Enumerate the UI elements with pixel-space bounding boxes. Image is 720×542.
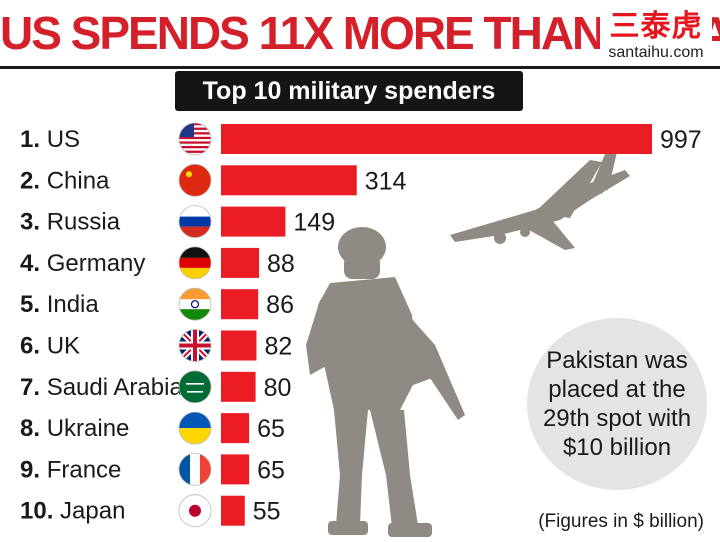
category-rank: 10. — [20, 498, 60, 525]
flag-outline — [178, 411, 212, 445]
bar-row: 4. Germany 88 — [20, 246, 295, 280]
category-name: US — [47, 126, 80, 153]
bar — [221, 371, 256, 402]
flag-outline — [178, 205, 212, 239]
category-label: 9. France — [20, 456, 121, 483]
category-rank: 4. — [20, 250, 47, 277]
bar — [221, 454, 250, 485]
bar — [221, 206, 286, 237]
value-label: 149 — [293, 209, 335, 237]
category-rank: 7. — [20, 374, 47, 401]
category-name: Japan — [60, 498, 125, 525]
value-label: 82 — [264, 333, 292, 361]
category-name: China — [47, 167, 110, 194]
category-rank: 3. — [20, 209, 47, 236]
soldier-illustration — [306, 227, 465, 537]
bar — [221, 495, 245, 526]
category-name: France — [47, 456, 122, 483]
china-flag-icon — [179, 164, 211, 197]
value-label: 55 — [253, 498, 281, 526]
category-rank: 5. — [20, 291, 47, 318]
bar-row: 6. UK 82 — [20, 329, 292, 362]
category-name: India — [47, 291, 100, 318]
category-label: 2. China — [20, 167, 110, 194]
value-label: 314 — [365, 167, 407, 195]
category-label: 1. US — [20, 126, 80, 153]
value-label: 997 — [660, 126, 702, 154]
value-label: 65 — [257, 415, 285, 443]
category-label: 7. Saudi Arabia — [20, 374, 183, 401]
watermark: 三泰虎 santaihu.com — [600, 10, 712, 66]
flag-outline — [178, 163, 212, 197]
chart-subtitle: Top 10 military spenders — [175, 71, 523, 111]
category-label: 8. Ukraine — [20, 415, 129, 442]
watermark-logo: 三泰虎 — [609, 9, 703, 44]
us-flag-icon — [179, 123, 211, 155]
bar — [221, 413, 250, 444]
flag-outline — [178, 452, 212, 486]
bar — [221, 330, 257, 361]
category-name: Germany — [47, 250, 146, 277]
bar-row: 10. Japan 55 — [20, 494, 281, 528]
callout-bubble: Pakistan was placed at the 29th spot wit… — [527, 318, 707, 490]
category-rank: 9. — [20, 456, 47, 483]
category-label: 5. India — [20, 291, 99, 318]
bar-row: 3. Russia 149 — [20, 205, 335, 239]
category-label: 6. UK — [20, 333, 80, 360]
flag-outline — [178, 246, 212, 280]
bar — [221, 289, 259, 320]
fighter-jet-illustration — [450, 145, 630, 250]
germany-flag-icon — [179, 246, 211, 279]
callout-text: Pakistan was placed at the 29th spot wit… — [542, 347, 692, 461]
japan-flag-icon — [179, 494, 211, 527]
uk-flag-icon — [179, 329, 211, 362]
flag-outline — [178, 370, 212, 404]
value-label: 86 — [266, 291, 294, 319]
category-label: 10. Japan — [20, 498, 125, 525]
category-label: 4. Germany — [20, 250, 145, 277]
category-name: UK — [47, 333, 80, 360]
category-name: Russia — [47, 209, 121, 236]
india-flag-icon — [179, 288, 211, 321]
bar-row: 9. France 65 — [20, 452, 285, 486]
bar-row: 2. China 314 — [20, 163, 407, 197]
value-label: 80 — [264, 374, 292, 402]
category-name: Saudi Arabia — [47, 374, 184, 401]
bar-row: 8. Ukraine 65 — [20, 411, 285, 445]
category-rank: 2. — [20, 167, 47, 194]
bar — [221, 124, 652, 154]
title-divider — [0, 66, 720, 69]
value-label: 88 — [267, 250, 295, 278]
france-flag-icon — [179, 453, 211, 486]
flag-outline — [178, 287, 212, 321]
russia-flag-icon — [179, 205, 211, 238]
category-rank: 8. — [20, 415, 47, 442]
units-footnote: (Figures in $ billion) — [538, 511, 704, 532]
flag-outline — [178, 494, 212, 528]
bar — [221, 247, 260, 278]
saudi-arabia-flag-icon — [179, 370, 211, 403]
flag-outline — [178, 122, 212, 156]
value-label: 65 — [257, 456, 285, 484]
category-label: 3. Russia — [20, 209, 121, 236]
ukraine-flag-icon — [179, 412, 211, 445]
bar — [221, 165, 357, 196]
bar-row: 5. India 86 — [20, 287, 294, 321]
category-rank: 1. — [20, 126, 47, 153]
category-name: Ukraine — [47, 415, 130, 442]
bar-row: 7. Saudi Arabia 80 — [20, 370, 292, 404]
bar-row: 1. US 997 — [20, 122, 702, 156]
flag-outline — [178, 329, 212, 362]
watermark-site: santaihu.com — [608, 44, 704, 61]
category-rank: 6. — [20, 333, 47, 360]
